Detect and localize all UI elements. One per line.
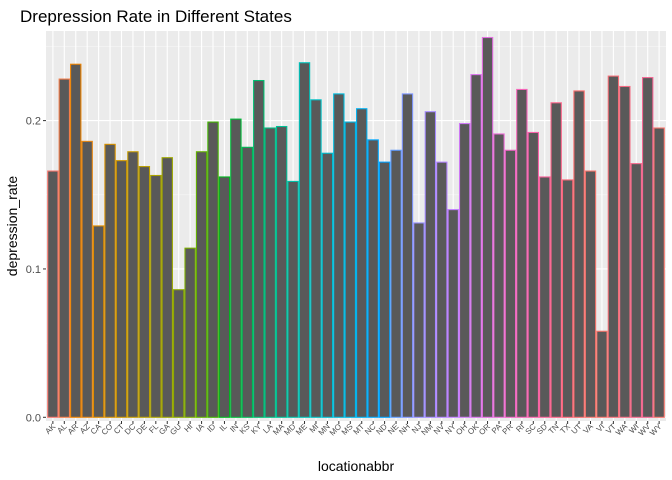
x-tick-label: VI [595, 422, 607, 434]
bar-ne [390, 149, 402, 418]
bar-mt [356, 108, 368, 418]
bar-wa [619, 85, 631, 418]
bar-id [207, 121, 219, 418]
bar-pr [504, 149, 517, 418]
bar-oh [458, 123, 471, 418]
bar-mn [321, 152, 334, 418]
y-tick-label: 0.0 [26, 412, 41, 424]
bar-ca [92, 225, 105, 418]
bar-wy [653, 127, 665, 418]
bar-ak [47, 170, 59, 418]
bar-vi [596, 330, 608, 418]
x-tick-label: VA [581, 422, 595, 436]
x-tick-label: ID [205, 422, 217, 434]
bar-hi [184, 247, 196, 418]
bar-md [287, 180, 299, 418]
bar-ut [573, 90, 585, 418]
bar-sd [539, 176, 551, 418]
x-axis-title: locationabbr [318, 458, 395, 474]
bars [47, 36, 665, 418]
bar-nd [378, 161, 391, 418]
bar-wi [630, 163, 642, 418]
bar-ok [470, 74, 482, 418]
bar-va [584, 170, 597, 418]
bar-ia [195, 151, 208, 418]
bar-nv [436, 161, 448, 418]
x-tick-label: HI [183, 422, 195, 434]
x-tick-label: GU [168, 422, 183, 437]
bar-mi [310, 99, 322, 418]
bar-sc [527, 131, 540, 418]
bar-nc [367, 139, 379, 418]
y-tick-label: 0.2 [26, 116, 41, 128]
bar-ri [516, 88, 528, 418]
bar-nj [413, 222, 425, 418]
x-tick-label: PR [501, 422, 515, 436]
y-axis-title: depression_rate [4, 176, 20, 277]
bar-ks [241, 146, 254, 418]
bar-co [104, 143, 116, 418]
bar-fl [150, 174, 162, 418]
bar-pa [493, 133, 505, 418]
bar-nh [401, 93, 414, 418]
bar-nm [424, 111, 437, 418]
bar-az [81, 140, 93, 418]
bar-wv [641, 77, 654, 418]
bar-il [218, 176, 231, 418]
bar-ky [253, 79, 265, 418]
bar-gu [172, 289, 185, 418]
chart-title: Drepression Rate in Different States [20, 7, 292, 26]
bar-al [58, 78, 71, 418]
bar-dc [127, 151, 139, 418]
bar-ms [344, 121, 356, 418]
x-tick-label: IL [218, 422, 229, 433]
bar-la [264, 127, 276, 418]
bar-ma [275, 125, 288, 418]
bar-or [481, 36, 494, 418]
bar-vt [607, 75, 620, 418]
bar-ct [115, 160, 128, 418]
bar-ny [447, 209, 459, 418]
y-axis: 0.0 0.1 0.2 [26, 116, 46, 424]
bar-ar [70, 63, 82, 418]
bar-tn [550, 102, 562, 418]
bar-in [230, 118, 242, 418]
bar-mo [333, 93, 345, 418]
y-tick-label: 0.1 [26, 264, 41, 276]
bar-ga [161, 157, 173, 418]
bar-me [298, 62, 311, 418]
bar-tx [561, 179, 574, 418]
x-tick-label: ME [294, 422, 309, 437]
bar-de [138, 166, 151, 418]
x-tick-label: WY [648, 422, 664, 438]
